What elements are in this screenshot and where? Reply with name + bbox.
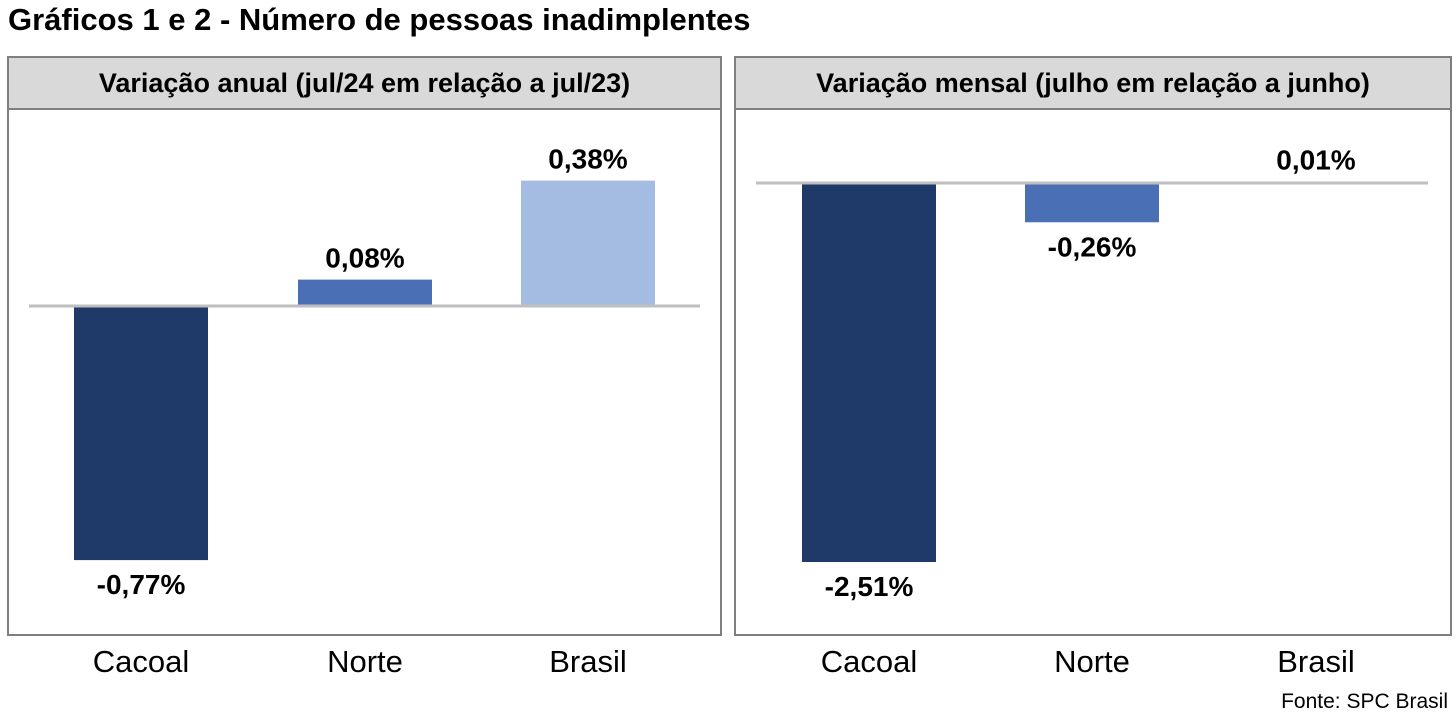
chart1-value-label-norte: 0,08% <box>325 243 404 274</box>
source-note: Fonte: SPC Brasil <box>1281 690 1448 713</box>
chart2-bar-cacoal <box>802 183 936 563</box>
chart2-bar-norte <box>1025 183 1159 223</box>
annual-variation-title: Variação anual (jul/24 em relação a jul/… <box>9 58 720 110</box>
chart1-bar-cacoal <box>74 306 208 561</box>
chart1-category-norte: Norte <box>327 644 403 679</box>
monthly-variation-title: Variação mensal (julho em relação a junh… <box>736 58 1450 110</box>
chart2-category-brasil: Brasil <box>1277 644 1355 679</box>
chart1-bar-brasil <box>521 180 655 306</box>
chart1-category-brasil: Brasil <box>549 644 627 679</box>
page-title: Gráficos 1 e 2 - Número de pessoas inadi… <box>8 2 751 37</box>
chart2-category-cacoal: Cacoal <box>820 644 918 679</box>
chart2-value-label-cacoal: -2,51% <box>825 571 914 602</box>
chart1-category-cacoal: Cacoal <box>92 644 190 679</box>
chart1-value-label-cacoal: -0,77% <box>97 569 186 600</box>
chart1-value-label-brasil: 0,38% <box>548 144 627 175</box>
chart1-bar-norte <box>298 279 432 306</box>
chart2-value-label-brasil: 0,01% <box>1276 144 1355 175</box>
chart2-value-label-norte: -0,26% <box>1048 231 1137 262</box>
chart2-category-norte: Norte <box>1054 644 1130 679</box>
